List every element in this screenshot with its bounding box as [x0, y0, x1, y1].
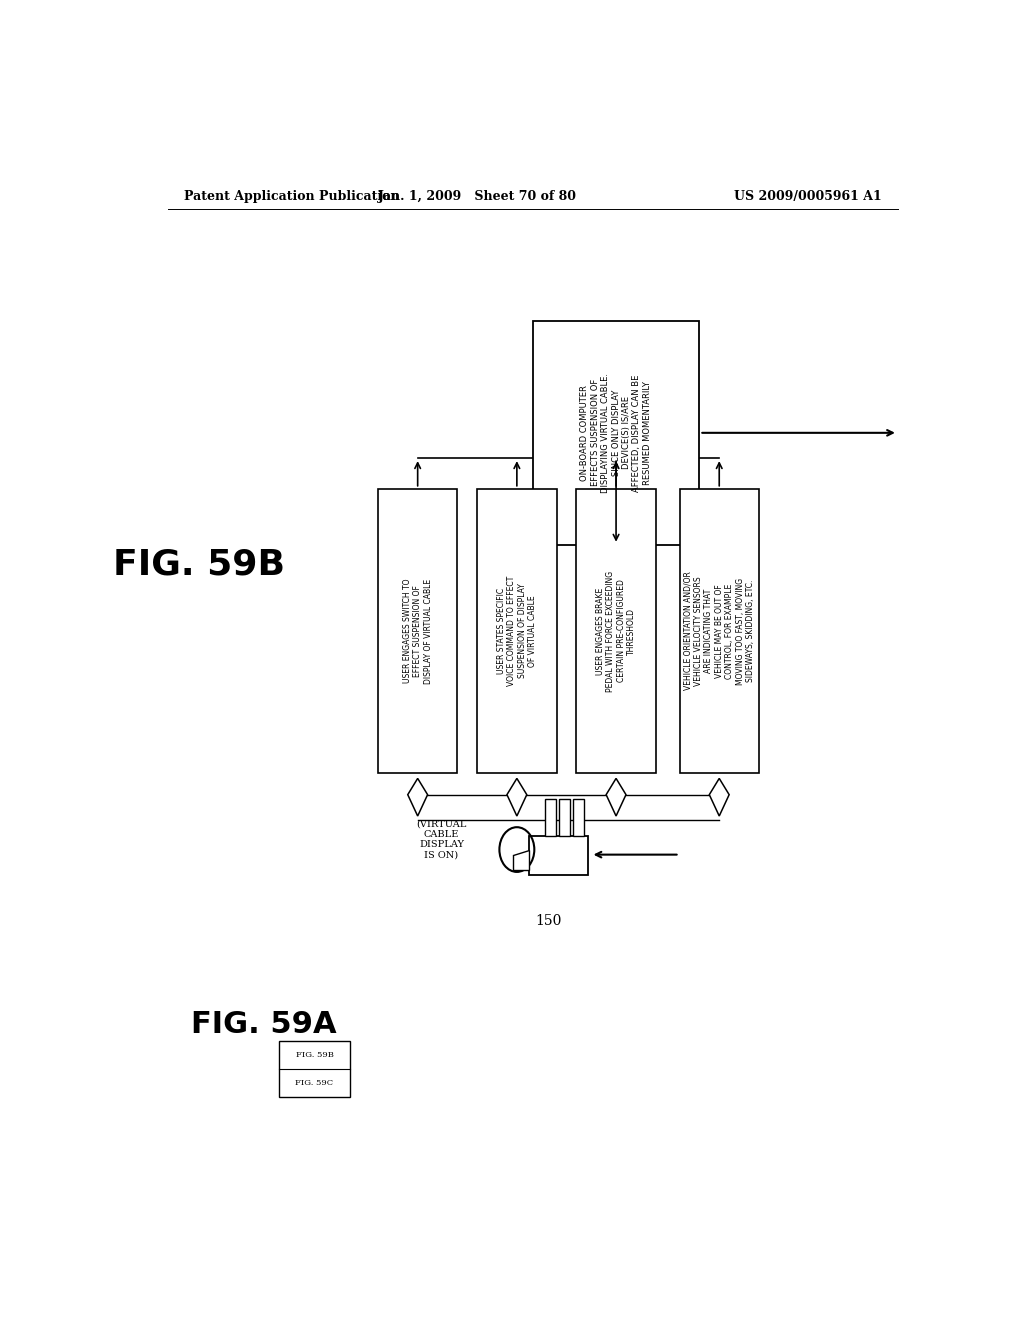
Polygon shape	[606, 779, 626, 816]
Text: Jan. 1, 2009   Sheet 70 of 80: Jan. 1, 2009 Sheet 70 of 80	[378, 190, 577, 202]
Text: FIG. 59A: FIG. 59A	[191, 1010, 337, 1039]
Polygon shape	[513, 850, 528, 870]
Text: Patent Application Publication: Patent Application Publication	[183, 190, 399, 202]
FancyBboxPatch shape	[279, 1040, 350, 1097]
Text: VEHICLE ORIENTATION AND/OR
VEHICLE VELOCITY SENSORS
ARE INDICATING THAT
VEHICLE : VEHICLE ORIENTATION AND/OR VEHICLE VELOC…	[684, 572, 755, 690]
Polygon shape	[545, 799, 556, 837]
Text: FIG. 59C: FIG. 59C	[296, 1078, 334, 1086]
FancyBboxPatch shape	[577, 488, 655, 774]
Text: USER ENGAGES BRAKE
PEDAL WITH FORCE EXCEEDING
CERTAIN PRE-CONFIGURED
THRESHOLD: USER ENGAGES BRAKE PEDAL WITH FORCE EXCE…	[596, 570, 636, 692]
Text: USER STATES SPECIFIC
VOICE COMMAND TO EFFECT
SUSPENSION OF DISPLAY
OF VIRTUAL CA: USER STATES SPECIFIC VOICE COMMAND TO EF…	[497, 576, 537, 686]
Polygon shape	[528, 837, 588, 875]
Text: FIG. 59B: FIG. 59B	[296, 1051, 334, 1059]
FancyBboxPatch shape	[477, 488, 557, 774]
Polygon shape	[573, 799, 585, 837]
Text: (VIRTUAL
CABLE
DISPLAY
IS ON): (VIRTUAL CABLE DISPLAY IS ON)	[417, 820, 467, 859]
Text: 150: 150	[536, 913, 562, 928]
Polygon shape	[507, 779, 526, 816]
Text: USER ENGAGES SWITCH TO
EFFECT SUSPENSION OF
DISPLAY OF VIRTUAL CABLE: USER ENGAGES SWITCH TO EFFECT SUSPENSION…	[402, 578, 432, 684]
FancyBboxPatch shape	[378, 488, 458, 774]
Polygon shape	[710, 779, 729, 816]
Polygon shape	[408, 779, 428, 816]
Text: US 2009/0005961 A1: US 2009/0005961 A1	[734, 190, 882, 202]
FancyBboxPatch shape	[680, 488, 759, 774]
Polygon shape	[559, 799, 570, 837]
FancyBboxPatch shape	[532, 321, 699, 545]
Text: ON-BOARD COMPUTER
EFFECTS SUSPENSION OF
DISPLAYING VIRTUAL CABLE.
SINCE ONLY DIS: ON-BOARD COMPUTER EFFECTS SUSPENSION OF …	[581, 372, 651, 492]
Text: FIG. 59B: FIG. 59B	[114, 548, 286, 582]
